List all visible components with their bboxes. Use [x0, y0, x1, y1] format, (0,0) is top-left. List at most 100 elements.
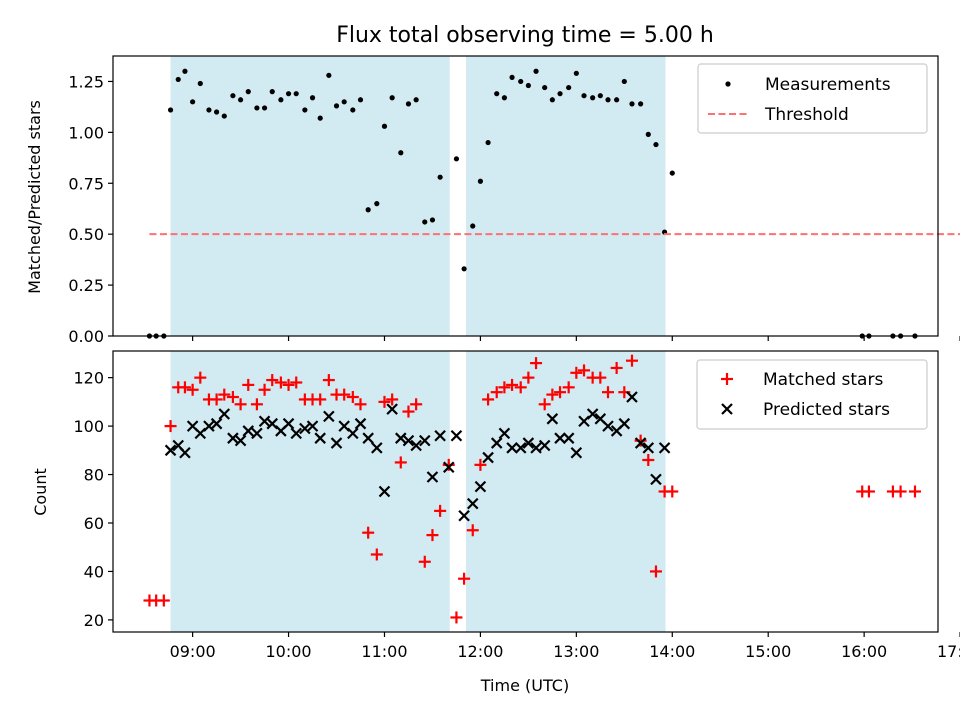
matched-stars-point — [634, 434, 647, 447]
y-tick-label: 0.75 — [68, 174, 104, 193]
predicted-stars-point — [466, 497, 479, 510]
predicted-stars-point — [658, 442, 671, 454]
predicted-stars-point — [251, 427, 263, 440]
matched-stars-point — [250, 398, 263, 411]
measurements-point — [326, 72, 332, 78]
measurements-point — [341, 99, 347, 105]
chart-title: Flux total observing time = 5.00 h — [336, 23, 714, 48]
predicted-stars-point — [314, 432, 326, 444]
y-tick-label: 80 — [84, 466, 104, 485]
matched-stars-point — [546, 388, 559, 401]
legend-label-threshold: Threshold — [764, 105, 849, 125]
measurements-point — [167, 107, 174, 113]
legend-marker-predicted-stars — [721, 403, 733, 415]
matched-stars-point — [514, 381, 527, 394]
predicted-stars-point — [395, 432, 407, 444]
predicted-stars-point — [546, 413, 559, 425]
matched-stars-point — [164, 420, 177, 433]
matched-stars-point — [474, 458, 487, 471]
measurements-point — [581, 93, 587, 99]
measurements-point — [590, 95, 596, 101]
predicted-stars-point — [402, 434, 415, 447]
matched-stars-point — [410, 398, 423, 411]
top-legend: Measurements Threshold — [697, 63, 928, 134]
measurements-point — [381, 123, 388, 129]
predicted-stars-point — [522, 437, 535, 449]
predicted-stars-point — [282, 417, 295, 430]
matched-stars-point — [594, 371, 607, 384]
measurements-point — [509, 74, 515, 80]
bottom-panel: 20 40 60 80 100 120 09:00 10:00 11:00 12:00 13:00 1… — [31, 350, 960, 695]
matched-stars-point — [570, 366, 583, 379]
measurements-point — [461, 266, 467, 272]
bottom-data-marks — [143, 354, 921, 624]
measurements-point — [237, 97, 244, 103]
predicted-stars-point — [306, 420, 319, 432]
legend-label-measurements: Measurements — [765, 75, 891, 95]
matched-stars-point — [194, 371, 207, 384]
predicted-stars-point — [442, 461, 455, 474]
matched-stars-point — [322, 374, 335, 387]
measurements-point — [518, 78, 524, 85]
predicted-stars-point — [410, 439, 422, 452]
top-axes-frame — [112, 55, 939, 337]
predicted-stars-point — [570, 446, 583, 459]
matched-stars-point — [666, 485, 679, 498]
measurements-point — [669, 170, 675, 176]
matched-stars-point — [314, 393, 327, 406]
measurements-point — [470, 223, 476, 229]
measurements-point — [597, 93, 603, 99]
legend-marker-matched-stars — [721, 373, 733, 385]
measurements-point — [533, 68, 539, 74]
measurements-point — [206, 107, 212, 113]
matched-stars-point — [157, 594, 170, 607]
matched-stars-point — [394, 456, 407, 469]
matched-stars-point — [290, 376, 303, 389]
predicted-stars-point — [258, 415, 271, 428]
predicted-stars-point — [210, 417, 223, 430]
matched-stars-point — [186, 383, 199, 396]
measurements-point — [621, 78, 627, 85]
y-tick-label: 20 — [84, 611, 104, 630]
y-tick-label: 0.00 — [68, 327, 104, 346]
matched-stars-point — [178, 381, 191, 394]
predicted-stars-point — [164, 444, 177, 457]
measurements-point — [605, 97, 611, 103]
matched-stars-point — [426, 529, 439, 542]
y-tick-label: 1.25 — [68, 72, 104, 91]
predicted-stars-point — [203, 420, 215, 432]
x-tick-label: 17:00 — [937, 642, 960, 661]
matched-stars-point — [346, 391, 359, 404]
predicted-stars-point — [554, 432, 566, 444]
measurements-point — [221, 113, 227, 119]
measurements-point — [413, 97, 419, 103]
bot-axes-frame — [112, 350, 939, 633]
predicted-stars-point — [474, 480, 487, 493]
measurements-point — [333, 103, 340, 109]
matched-stars-point — [538, 398, 551, 411]
matched-stars-point — [610, 361, 623, 374]
predicted-stars-point — [378, 485, 391, 498]
predicted-stars-point — [650, 473, 662, 486]
bottom-shaded-intervals — [170, 351, 666, 632]
predicted-stars-point — [498, 427, 511, 440]
predicted-stars-point — [347, 427, 359, 440]
predicted-stars-point — [618, 417, 631, 430]
predicted-stars-point — [642, 442, 655, 454]
matched-stars-point — [274, 376, 287, 389]
matched-stars-point — [458, 572, 471, 585]
measurements-point — [182, 68, 188, 74]
matched-stars-point — [226, 391, 239, 404]
matched-stars-point — [908, 485, 921, 498]
predicted-stars-point — [323, 410, 335, 423]
y-tick-label: 100 — [73, 417, 104, 436]
matched-stars-point — [450, 611, 463, 624]
measurements-point — [389, 95, 395, 101]
top-y-axis-label: Matched/Predicted stars — [25, 100, 44, 294]
measurements-point — [453, 156, 460, 162]
predicted-stars-point — [371, 442, 383, 454]
matched-stars-point — [402, 405, 415, 418]
predicted-stars-point — [386, 403, 398, 415]
matched-stars-point — [242, 378, 255, 391]
matched-stars-point — [338, 388, 351, 401]
